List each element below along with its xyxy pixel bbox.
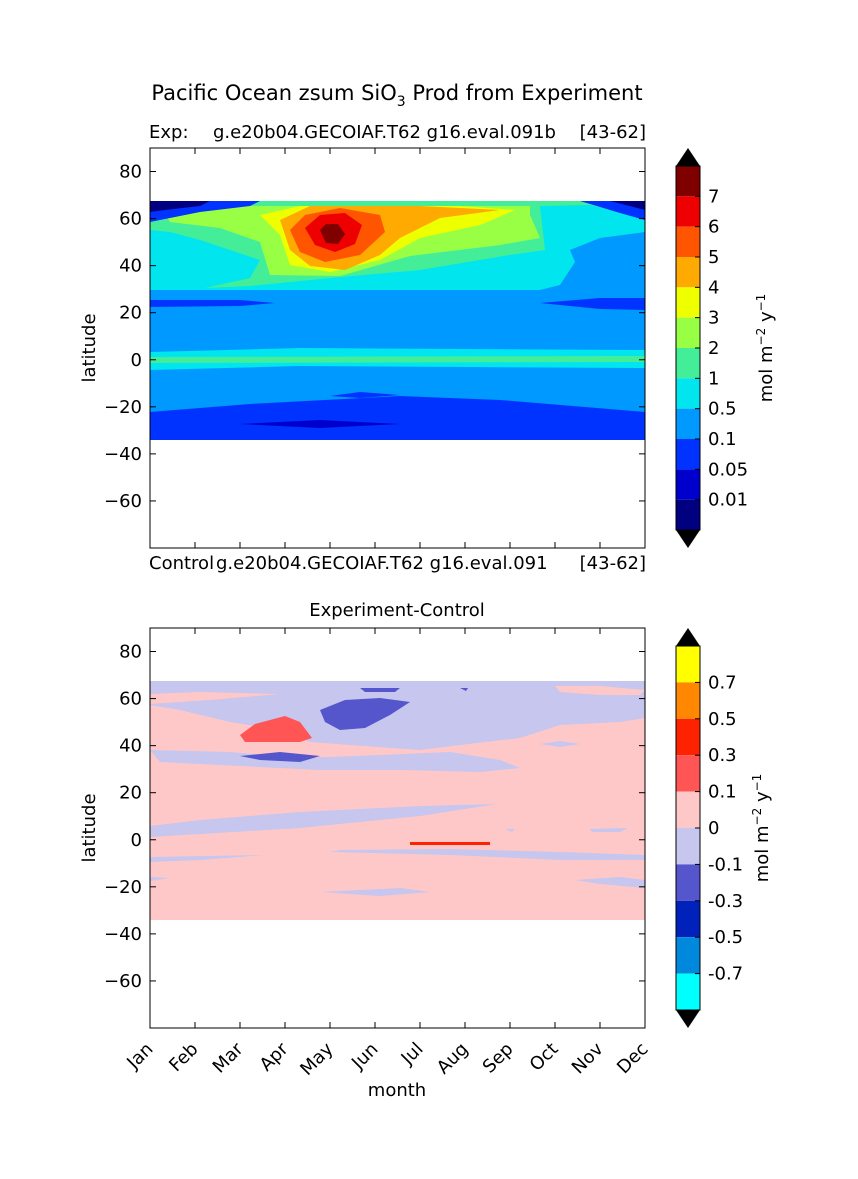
colorbar-segment: [676, 408, 700, 439]
xtick-label: Dec: [613, 1039, 652, 1078]
colorbar-tick-label: -0.3: [708, 891, 743, 912]
colorbar-tick-label: -0.5: [708, 927, 743, 948]
colorbar-tick-label: 5: [708, 247, 719, 268]
colorbar-tick-label: 0.5: [708, 709, 737, 730]
panel1-xaxis: [149, 148, 646, 548]
colorbar-tick-label: 0.01: [708, 490, 748, 511]
ytick-label: 0: [131, 350, 142, 371]
ytick-label: −20: [104, 397, 142, 418]
ytick-label: −60: [104, 491, 142, 512]
colorbar-segment: [676, 469, 700, 500]
xtick-label: Sep: [479, 1039, 518, 1078]
colorbar-tick-label: -0.7: [708, 964, 743, 985]
xtick-label: Jun: [347, 1039, 382, 1074]
colorbar-segment: [676, 439, 700, 470]
colorbar-segment: [676, 317, 700, 348]
ytick-label: −60: [104, 971, 142, 992]
panel2-colorbar: 0.7 0.5 0.3 0.1 0 -0.1 -0.3 -0.5 -0.7: [675, 628, 743, 1028]
colorbar-segment: [676, 646, 700, 683]
colorbar-segment: [676, 900, 700, 938]
colorbar-segment: [676, 937, 700, 974]
colorbar-tick-label: 0.1: [708, 429, 737, 450]
experiment-contour-plot: [149, 147, 646, 549]
control-name: g.e20b04.GECOIAF.T62 g16.eval.091: [216, 553, 548, 574]
colorbar-segment: [676, 718, 700, 756]
xtick-label: Jul: [397, 1039, 428, 1070]
ytick-label: 60: [119, 209, 142, 230]
ytick-label: 20: [119, 783, 142, 804]
ytick-label: 80: [119, 162, 142, 183]
ytick-label: 0: [131, 830, 142, 851]
difference-contour-plot: [149, 627, 646, 1029]
colorbar-tick-label: 1: [708, 368, 719, 389]
colorbar-tick-label: 3: [708, 308, 719, 329]
colorbar-segment: [676, 378, 700, 409]
colorbar-tick-label: 0.5: [708, 399, 737, 420]
figure-title: Pacific Ocean zsum SiO3 Prod from Experi…: [151, 81, 642, 110]
colorbar-segment: [676, 257, 700, 288]
colorbar-tick-label: 0.05: [708, 459, 748, 480]
xtick-label: Mar: [209, 1038, 248, 1077]
ytick-label: 80: [119, 642, 142, 663]
colorbar-segment: [676, 166, 700, 197]
colorbar-tick-label: 7: [708, 186, 719, 207]
panel1-yaxis: 80 60 40 20 0 −20 −40 −60: [104, 162, 645, 512]
ytick-label: 40: [119, 256, 142, 277]
colorbar-tick-label: 0.3: [708, 745, 737, 766]
xtick-label: Nov: [568, 1038, 608, 1078]
exp-name: g.e20b04.GECOIAF.T62 g16.eval.091b: [213, 122, 556, 143]
colorbar-segment: [676, 287, 700, 318]
ytick-label: −40: [104, 444, 142, 465]
colorbar-segment: [676, 864, 700, 901]
colorbar-tick-label: 6: [708, 217, 719, 238]
colorbar-segment: [676, 196, 700, 227]
panel1-colorbar: 0.01 0.05 0.1 0.5 1 2 3 4 5 6 7: [675, 148, 748, 548]
colorbar-extend-max: [676, 148, 700, 166]
ytick-label: −20: [104, 877, 142, 898]
panel2-colorbar-label: mol m−2 y−1: [750, 774, 773, 883]
exp-years: [43-62]: [580, 122, 646, 143]
colorbar-segment: [676, 755, 700, 792]
panel2-title: Experiment-Control: [309, 600, 485, 621]
colorbar-segment: [676, 499, 700, 530]
ytick-label: −40: [104, 924, 142, 945]
xtick-label: Apr: [256, 1038, 293, 1075]
colorbar-segment: [676, 973, 700, 1010]
ytick-label: 60: [119, 689, 142, 710]
colorbar-extend-min: [676, 1010, 700, 1028]
colorbar-segment: [676, 226, 700, 257]
colorbar-segment: [676, 682, 700, 719]
panel1-colorbar-label: mol m−2 y−1: [754, 294, 777, 403]
panel1-ylabel: latitude: [79, 313, 100, 382]
colorbar-extend-min: [676, 530, 700, 548]
xtick-label: Aug: [433, 1039, 473, 1079]
xtick-label: Feb: [165, 1039, 202, 1076]
colorbar-tick-label: 2: [708, 338, 719, 359]
colorbar-segment: [676, 828, 700, 865]
ytick-label: 40: [119, 736, 142, 757]
colorbar-tick-label: 4: [708, 277, 719, 298]
colorbar-segment: [676, 348, 700, 379]
colorbar-tick-label: 0: [708, 818, 719, 839]
colorbar-tick-label: -0.1: [708, 854, 743, 875]
colorbar-extend-max: [676, 628, 700, 646]
panel2-xlabel: month: [368, 1080, 426, 1101]
colorbar-segment: [676, 791, 700, 828]
control-years: [43-62]: [580, 553, 646, 574]
xtick-label: Jan: [122, 1039, 157, 1074]
exp-prefix: Exp:: [149, 122, 189, 143]
panel2-ylabel: latitude: [79, 793, 100, 862]
control-prefix: Control: [149, 553, 214, 574]
xtick-label: Oct: [526, 1039, 563, 1076]
xtick-label: May: [296, 1038, 337, 1079]
colorbar-tick-label: 0.1: [708, 782, 737, 803]
colorbar-tick-label: 0.7: [708, 672, 737, 693]
ytick-label: 20: [119, 303, 142, 324]
panel2-yaxis: 80 60 40 20 0 −20 −40 −60: [104, 642, 645, 992]
